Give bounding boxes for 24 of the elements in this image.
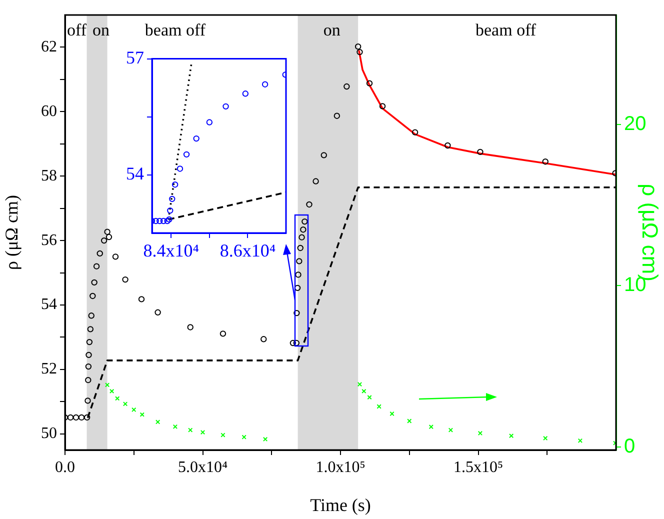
band-label: on xyxy=(323,20,341,40)
y-tick-label: 52 xyxy=(41,360,57,378)
y-tick-label: 54 xyxy=(126,164,144,184)
y-tick-label: 58 xyxy=(41,167,57,184)
x-tick-label: 5.0x10⁴ xyxy=(178,458,228,476)
x-tick-label: 8.6x10⁴ xyxy=(220,240,276,261)
y-tick-label: 57 xyxy=(126,48,144,68)
band-label: on xyxy=(92,20,110,40)
y-tick-label: 56 xyxy=(41,232,57,249)
annotation: beam off xyxy=(476,20,536,40)
annotation: off xyxy=(67,20,87,40)
y-tick-label: 50 xyxy=(41,425,57,442)
x-tick-label: 1.0x10⁵ xyxy=(316,458,366,476)
y-axis-title: ρ (μΩ cm) xyxy=(2,195,22,270)
x-tick-label: 8.4x10⁴ xyxy=(143,240,200,261)
y-tick-label: 54 xyxy=(41,296,57,314)
y-tick-label: 60 xyxy=(41,102,57,120)
x-tick-label: 0.0 xyxy=(55,458,75,476)
x-axis-title: Time (s) xyxy=(310,494,371,515)
y2-tick-label: 20 xyxy=(624,113,646,136)
x-tick-label: 1.5x10⁵ xyxy=(453,458,504,476)
y-tick-label: 62 xyxy=(41,38,57,56)
annotation: beam off xyxy=(144,20,206,40)
y2-tick-label: 0 xyxy=(624,435,636,458)
